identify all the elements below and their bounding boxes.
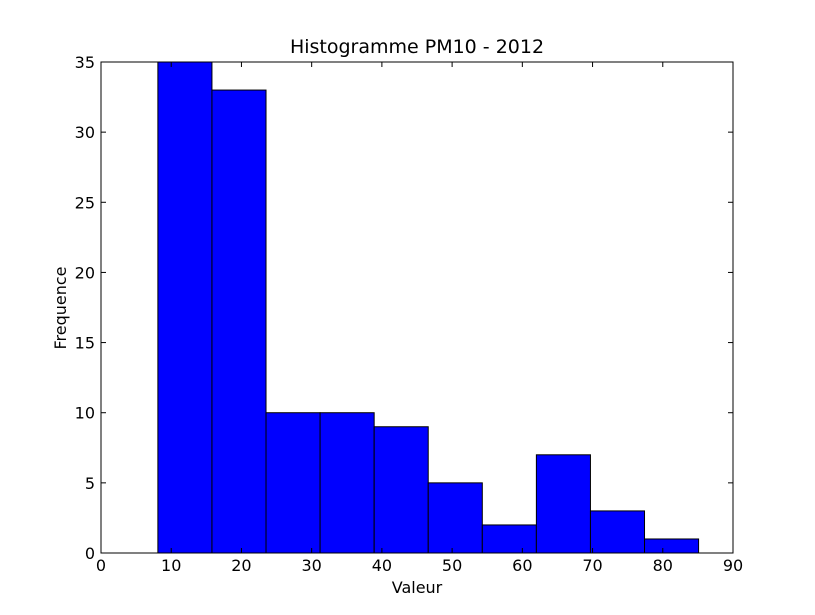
y-tick-label: 35: [75, 53, 95, 72]
x-tick-label: 40: [372, 556, 392, 575]
x-tick-label: 90: [723, 556, 743, 575]
y-tick-label: 30: [75, 123, 95, 142]
x-tick-label: 80: [653, 556, 673, 575]
histogram-bar: [481, 524, 537, 554]
x-tick-label: 30: [301, 556, 321, 575]
histogram-bar: [319, 412, 375, 554]
y-axis-title: Frequence: [51, 266, 70, 349]
x-tick-label: 10: [161, 556, 181, 575]
chart-title: Histogramme PM10 - 2012: [290, 36, 544, 58]
histogram-bar: [535, 454, 591, 554]
bars-group: [157, 61, 700, 554]
y-tick-label: 10: [75, 404, 95, 423]
y-tick-label: 25: [75, 193, 95, 212]
x-tick-label: 60: [512, 556, 532, 575]
y-tick-label: 0: [85, 544, 95, 563]
histogram-bar: [157, 61, 213, 554]
x-tick-label: 70: [582, 556, 602, 575]
axes-frame: [100, 61, 734, 554]
x-tick-label: 50: [442, 556, 462, 575]
histogram-bar: [265, 412, 321, 554]
x-tick-label: 0: [96, 556, 106, 575]
y-tick-label: 15: [75, 334, 95, 353]
x-tick-label: 20: [231, 556, 251, 575]
histogram-bar: [373, 426, 429, 554]
y-tick-label: 5: [85, 474, 95, 493]
histogram-bar: [589, 510, 646, 554]
histogram-bar: [427, 482, 483, 554]
ticks-group: 0 10 20 30 40 50 60 70 80 90 0 5 10 15 20 25 30 35: [75, 53, 744, 575]
histogram-bar: [644, 538, 700, 554]
x-axis-title: Valeur: [392, 578, 443, 597]
histogram-bar: [211, 89, 267, 554]
y-tick-label: 20: [75, 263, 95, 282]
